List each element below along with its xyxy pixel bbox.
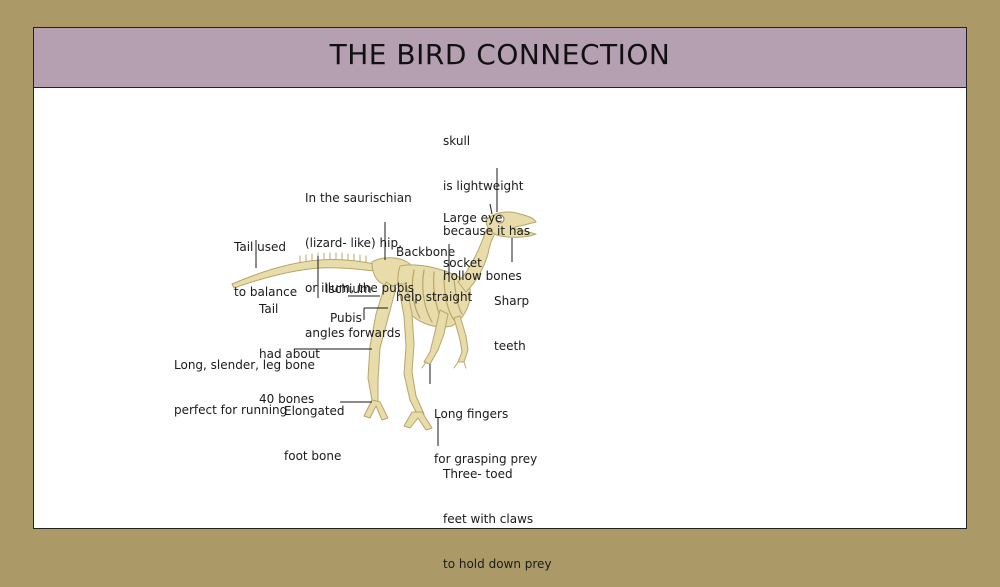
label-sharp-teeth: Sharp teeth	[494, 294, 530, 353]
label-fingers: Long fingers for grasping prey	[434, 407, 538, 466]
title-bar: THE BIRD CONNECTION	[34, 28, 966, 88]
label-foot-bone: Elongated foot bone	[284, 404, 345, 463]
label-pubis: Pubis	[330, 311, 362, 325]
eye-socket	[495, 214, 505, 224]
label-hip: In the saurischian (lizard- like) hip, o…	[305, 191, 414, 340]
label-ischium: Ischium	[325, 282, 372, 296]
skeleton-diagram	[231, 168, 537, 446]
label-toes: Three- toed feet with claws to hold down…	[443, 467, 552, 571]
pointer-lines	[255, 168, 513, 446]
slide: THE BIRD CONNECTION	[33, 27, 967, 529]
label-tail-balance: Tail used to balance	[234, 240, 298, 299]
dinosaur-skeleton	[231, 211, 537, 431]
label-skull: skull is lightweight because it has holl…	[443, 134, 531, 283]
label-leg-bone: Long, slender, leg bone perfect for runn…	[174, 358, 315, 417]
label-tail-bones: Tail had about 40 bones	[259, 302, 321, 406]
label-eye-socket: Large eye socket	[443, 211, 503, 270]
label-backbone: Backbone help straight	[396, 245, 473, 304]
slide-title: THE BIRD CONNECTION	[329, 38, 671, 71]
